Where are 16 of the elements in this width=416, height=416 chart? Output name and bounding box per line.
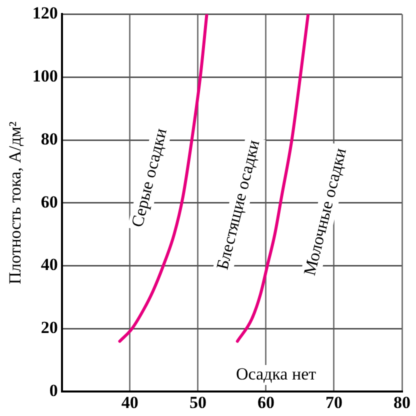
annotation: Серые осадки xyxy=(128,126,170,230)
x-tick-label: 60 xyxy=(257,393,274,412)
x-tick-label: 70 xyxy=(325,393,342,412)
line-series xyxy=(118,14,208,343)
x-tick-label: 40 xyxy=(121,393,138,412)
y-tick-label: 60 xyxy=(40,192,58,212)
y-tick-label: 80 xyxy=(40,129,58,148)
y-tick-label: 120 xyxy=(32,4,58,23)
annotation: Осадка нет xyxy=(236,364,317,384)
x-tick-label: 50 xyxy=(189,393,206,412)
y-tick-label: 20 xyxy=(40,318,58,338)
y-tick-label: 100 xyxy=(32,66,58,86)
y-tick-label: 0 xyxy=(49,380,58,400)
x-tick-label: 80 xyxy=(394,393,410,412)
y-axis-title: Плотность тока, А/дм² xyxy=(6,122,25,284)
y-tick-label: 40 xyxy=(40,255,58,274)
